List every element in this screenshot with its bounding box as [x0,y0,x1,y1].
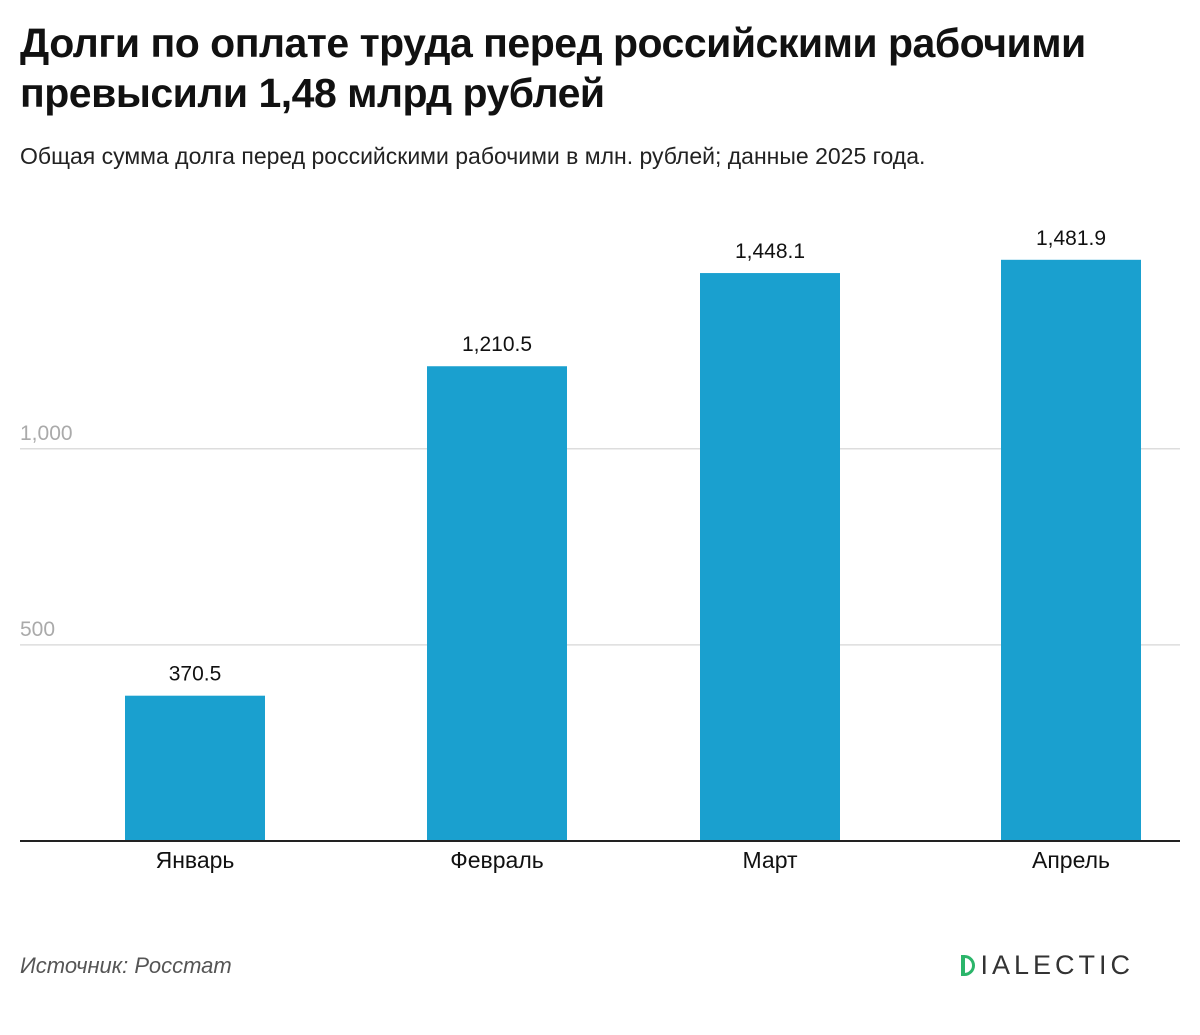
data-label: 370.5 [169,663,222,686]
x-tick-label: Март [742,847,797,873]
data-label: 1,448.1 [735,240,805,263]
bar [427,366,567,841]
y-tick-label: 1,000 [20,422,73,445]
source-note: Источник: Росстат [20,953,232,978]
label-layer: 370.5 Январь 1,210.5 Февраль 1,448.1 Март 1,48… [20,227,1180,873]
chart-subtitle: Общая сумма долга перед российскими рабо… [20,143,926,169]
data-label: 1,210.5 [462,333,532,356]
bar [700,273,840,841]
x-tick-label: Апрель [1032,847,1110,873]
logo-d-icon [961,955,976,976]
logo-text: IALECTIC [980,950,1134,980]
y-tick-label: 500 [20,618,55,641]
dialectic-logo: IALECTIC [961,950,1134,981]
bar [125,695,265,841]
data-label: 1,481.9 [1036,227,1106,250]
chart-title: Долги по оплате труда перед российскими … [20,20,1086,116]
grid-layer: 500 1,000 [20,422,1180,646]
x-tick-label: Февраль [450,847,543,873]
x-tick-label: Январь [156,847,235,873]
bar-layer [125,259,1141,841]
bar-chart: 500 1,000 370.5 Январь 1,210.5 Февраль 1,448.… [20,227,1180,873]
bar [1001,259,1141,841]
